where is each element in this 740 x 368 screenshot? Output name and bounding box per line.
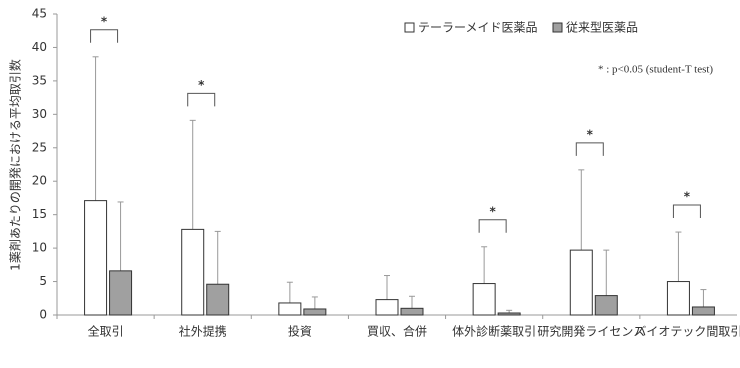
y-tick-label: 40 <box>32 40 47 54</box>
significance-marker: * <box>101 14 108 28</box>
significance-bracket <box>90 29 119 43</box>
significance-marker: * <box>490 204 497 218</box>
x-tick-label: 投資 <box>288 324 312 339</box>
y-tick-label: 45 <box>32 7 47 21</box>
legend-label: テーラーメイド医薬品 <box>418 21 538 35</box>
significance-bracket <box>187 92 216 107</box>
bar <box>569 249 593 316</box>
y-tick-label: 10 <box>32 241 47 255</box>
bar <box>497 312 521 316</box>
bar <box>206 283 230 316</box>
significance-marker: * <box>587 127 594 141</box>
x-tick-label: 体外診断薬取引 <box>452 324 536 339</box>
bar <box>594 295 618 316</box>
significance-marker: * <box>198 78 205 92</box>
bar <box>181 228 205 316</box>
y-tick-label: 25 <box>32 140 47 154</box>
x-tick-label: 社外提携 <box>179 324 227 339</box>
bar <box>109 270 133 316</box>
y-tick-label: 35 <box>32 73 47 87</box>
x-tick-label: 研究開発ライセンス <box>537 324 645 339</box>
y-tick-label: 5 <box>39 274 47 288</box>
x-tick-label: 全取引 <box>88 324 124 339</box>
y-tick-label: 30 <box>32 107 47 121</box>
y-tick-label: 15 <box>32 207 47 221</box>
bar <box>666 281 690 316</box>
significance-bracket <box>575 142 604 156</box>
note: * : p<0.05 (student-T test) <box>598 64 713 76</box>
significance-bracket <box>672 204 701 219</box>
bar <box>400 307 424 316</box>
y-axis-label: 1薬剤あたりの開発における平均取引数 <box>8 59 23 271</box>
significance-marker: * <box>684 190 691 204</box>
legend-label: 従来型医薬品 <box>566 21 638 35</box>
legend-swatch <box>404 22 415 33</box>
bar <box>375 299 399 316</box>
bar <box>472 283 496 316</box>
x-tick-label: 買収、合併 <box>367 324 427 339</box>
bar <box>278 302 302 316</box>
y-tick-label: 20 <box>32 174 47 188</box>
x-tick-label: バイオテック間取引 <box>634 325 740 339</box>
significance-bracket <box>478 219 507 233</box>
y-tick-label: 0 <box>39 308 47 322</box>
bar <box>84 200 108 316</box>
bar <box>691 306 715 316</box>
bar <box>303 308 327 316</box>
legend-swatch <box>552 22 563 33</box>
